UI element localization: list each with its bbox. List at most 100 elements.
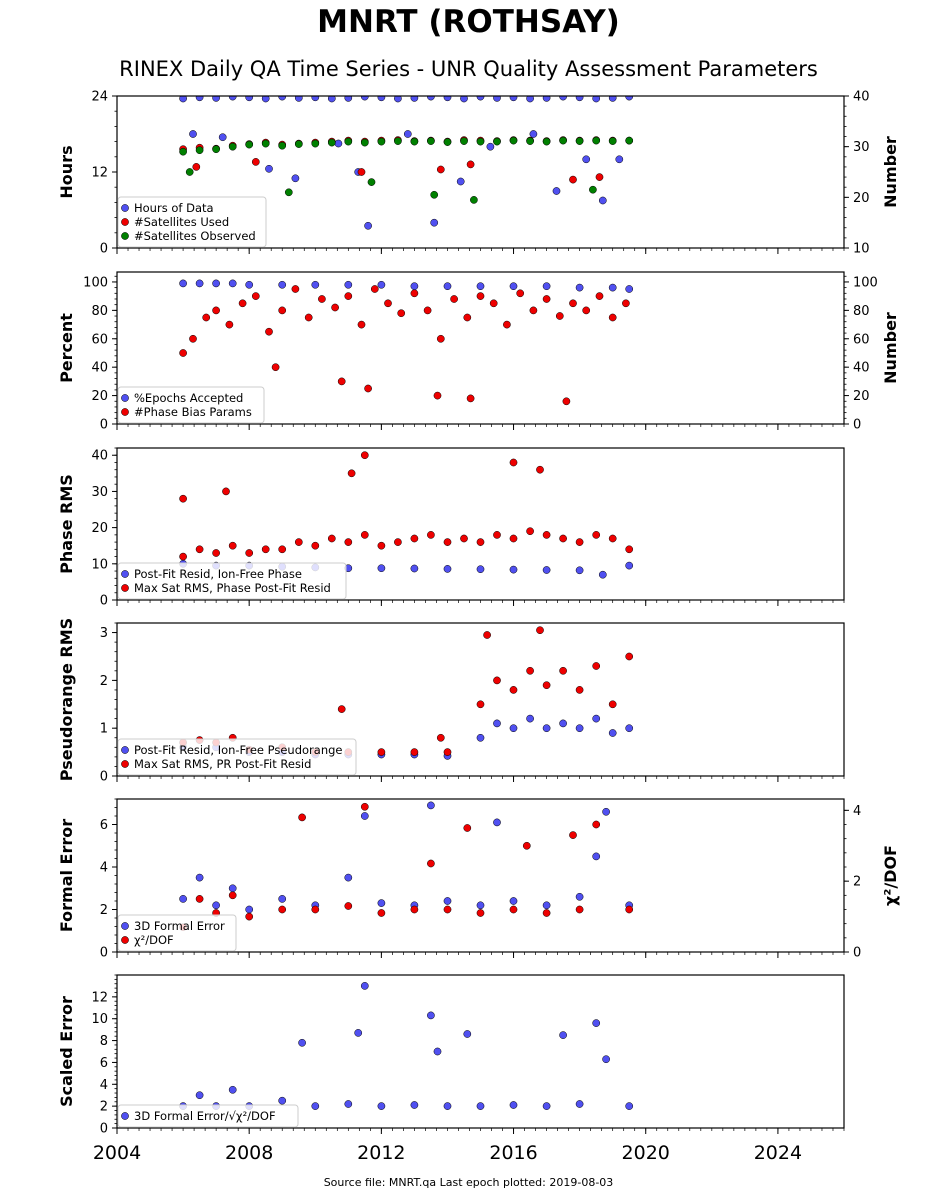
data-point-s1: [228, 884, 237, 893]
data-point-s3: [284, 188, 293, 197]
data-point-s2: [625, 652, 634, 661]
data-point-s2: [251, 292, 260, 300]
data-point-s1: [542, 282, 551, 291]
data-point-s2: [238, 299, 247, 308]
data-point-s2: [271, 363, 280, 372]
data-point-s2: [529, 306, 538, 315]
data-point-s1: [625, 561, 634, 570]
y2-tick-label: 100: [853, 275, 878, 290]
panel-4: 0 1 2 3 Pseudorange RMS Post-Fit Resid, Ion-F…: [57, 618, 845, 785]
data-point-s2: [298, 813, 306, 822]
data-point-s2: [311, 541, 320, 550]
data-points: [179, 96, 634, 230]
legend-box: [117, 738, 357, 776]
data-point-s1: [265, 164, 273, 173]
data-point-s1: [559, 719, 567, 728]
legend-marker: [121, 232, 129, 240]
data-point-s2: [427, 531, 435, 539]
data-point-s3: [185, 168, 194, 176]
data-point-s1: [542, 566, 551, 574]
data-point-s1: [592, 714, 601, 723]
legend-marker: [121, 922, 129, 930]
data-point-s1: [526, 96, 534, 103]
data-point-s1: [456, 177, 465, 186]
data-point-s2: [476, 909, 485, 917]
data-point-s2: [228, 541, 237, 550]
data-point-s2: [370, 285, 379, 293]
page-title: MNRT (ROTHSAY): [317, 4, 620, 40]
data-point-s2: [245, 912, 254, 921]
data-point-s1: [625, 724, 634, 733]
legend-label: χ²/DOF: [134, 933, 174, 947]
data-point-s2: [526, 666, 534, 675]
y2-tick-label: 80: [853, 304, 870, 319]
data-point-s3: [410, 137, 419, 146]
y-tick-label: 20: [91, 521, 108, 536]
legend: Hours of Data#Satellites Used#Satellites…: [117, 196, 267, 248]
data-point-s1: [460, 96, 468, 103]
data-point-s1: [327, 96, 336, 103]
data-point-s3: [294, 140, 303, 148]
data-point-s1: [377, 1102, 386, 1110]
y-tick-label: 40: [91, 361, 108, 376]
data-point-s2: [503, 320, 511, 329]
data-point-s2: [357, 168, 366, 176]
data-point-s2: [410, 289, 419, 298]
y-tick-label: 12: [91, 166, 108, 181]
data-point-s1: [476, 733, 485, 742]
legend-marker: [121, 1112, 129, 1120]
data-point-s2: [622, 299, 630, 308]
y-tick-label: 2: [100, 674, 108, 689]
legend-label: #Phase Bias Params: [134, 405, 252, 419]
data-point-s1: [291, 174, 300, 183]
data-point-s1: [403, 130, 412, 138]
data-point-s1: [278, 1096, 287, 1105]
data-point-s2: [265, 327, 273, 336]
legend-marker: [121, 408, 129, 416]
y-tick-label: 6: [100, 1056, 108, 1071]
y2-tick-label: 60: [853, 332, 870, 347]
data-point-s2: [443, 538, 452, 546]
data-point-s1: [433, 1047, 442, 1056]
data-point-s1: [294, 96, 303, 102]
data-point-s1: [311, 96, 320, 102]
data-point-s1: [360, 812, 369, 820]
data-point-s3: [179, 147, 187, 156]
data-point-s2: [582, 306, 591, 315]
data-point-s2: [463, 313, 472, 322]
data-point-s1: [509, 897, 518, 905]
data-point-s2: [347, 469, 356, 478]
data-point-s2: [555, 312, 564, 320]
y-tick-label: 6: [100, 818, 108, 833]
data-point-s2: [569, 831, 577, 839]
data-point-s1: [443, 282, 452, 291]
data-point-s2: [608, 700, 617, 709]
data-point-s2: [212, 549, 220, 557]
data-point-s1: [344, 96, 353, 102]
legend-box: [117, 386, 265, 424]
y2-axis-label: Number: [881, 136, 900, 208]
data-point-s1: [542, 901, 551, 910]
y-tick-label: 0: [100, 418, 108, 433]
data-point-s3: [509, 136, 518, 145]
legend-label: Hours of Data: [134, 201, 214, 215]
x-tick-label: 2016: [489, 1142, 537, 1164]
panel-3: 0 10 20 30 40 Phase RMS Post-Fit Resid, Ion-Fr…: [57, 447, 845, 609]
data-point-s1: [261, 96, 270, 103]
y-tick-label: 2: [100, 903, 108, 918]
data-point-s2: [595, 173, 604, 181]
data-point-s2: [251, 158, 260, 166]
data-point-s2: [466, 394, 475, 403]
data-point-s2: [192, 163, 201, 171]
y-tick-label: 10: [91, 1012, 108, 1027]
data-point-s2: [489, 299, 498, 308]
y-tick-label: 20: [91, 389, 108, 404]
y-tick-label: 80: [91, 304, 108, 319]
x-tick-label: 2012: [357, 1142, 405, 1164]
data-point-s2: [377, 748, 386, 756]
data-point-s1: [582, 155, 591, 164]
data-point-s1: [602, 807, 610, 816]
data-point-s2: [433, 391, 442, 400]
data-point-s3: [360, 138, 369, 147]
y2-tick-label: 0: [853, 418, 861, 433]
